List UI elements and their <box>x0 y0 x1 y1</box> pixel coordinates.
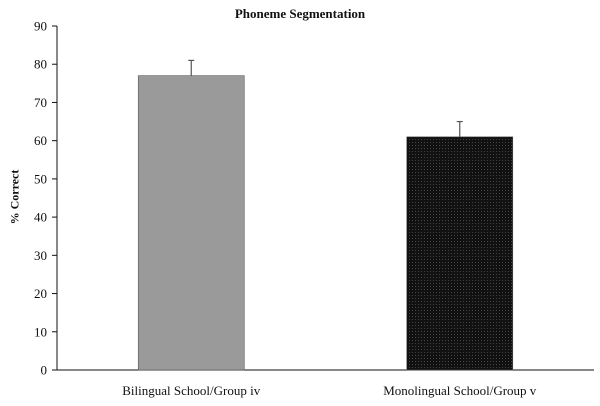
chart-title: Phoneme Segmentation <box>234 6 366 21</box>
y-tick-label: 10 <box>34 324 47 339</box>
x-tick-label: Monolingual School/Group v <box>383 383 537 398</box>
y-tick-label: 60 <box>34 133 47 148</box>
y-tick-label: 90 <box>34 19 47 34</box>
y-tick-label: 80 <box>34 57 47 72</box>
y-tick-label: 30 <box>34 248 47 263</box>
y-tick-label: 0 <box>41 363 48 378</box>
y-tick-label: 70 <box>34 95 47 110</box>
y-tick-label: 40 <box>34 210 47 225</box>
y-tick-label: 50 <box>34 171 47 186</box>
x-tick-label: Bilingual School/Group iv <box>122 383 260 398</box>
bar <box>137 75 245 371</box>
bar <box>406 136 514 371</box>
y-tick-label: 20 <box>34 286 47 301</box>
